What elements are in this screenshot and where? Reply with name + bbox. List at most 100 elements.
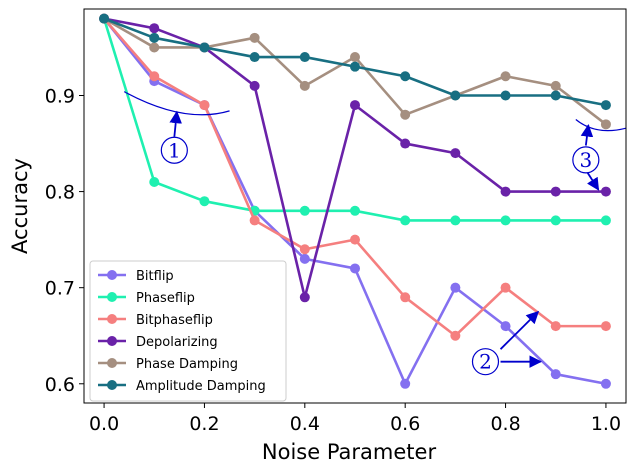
data-point [550,90,561,101]
annotation-2: 2 [471,310,542,376]
data-point [299,205,310,216]
annotation-arrow [586,171,600,191]
annotation-circle [160,136,188,164]
data-point [249,52,260,63]
data-point [350,205,360,216]
legend-entry: Phase Damping [98,357,238,372]
data-point [400,292,411,303]
data-point [600,215,611,226]
x-tick-label: 0.8 [490,413,520,435]
annotation-arc [123,91,230,116]
data-point [550,215,561,226]
data-point [450,330,461,341]
data-point [500,215,511,226]
legend-label: Bitflip [136,269,174,284]
data-point [500,71,511,82]
data-point [500,90,511,101]
annotation-arc [575,119,627,132]
x-tick-label: 0.6 [390,413,420,435]
legend-entry: Depolarizing [98,335,218,350]
x-tick-label: 1.0 [591,413,621,435]
data-point [299,253,310,264]
annotation-1: 1 [123,91,230,164]
data-point [299,244,310,255]
annotation-3: 3 [572,119,627,191]
data-point [299,80,310,91]
legend-swatch-marker [107,314,117,324]
data-point [450,215,461,226]
annotation-layer: 1 2 3 [123,91,627,376]
annotation-arrow [169,110,182,137]
legend-swatch-marker [107,292,117,302]
legend-label: Phaseflip [136,291,195,306]
data-point [99,13,110,24]
data-point [299,292,310,303]
legend-box [89,260,287,402]
plot-area [99,13,611,389]
data-point [600,321,611,332]
data-point [450,282,461,293]
legend-label: Amplitude Damping [136,379,266,394]
legend-swatch-marker [107,336,117,346]
data-point [550,186,561,197]
data-point [149,32,160,43]
data-point [550,369,561,380]
data-point [500,186,511,197]
data-point [199,100,210,111]
annotation-arrow [499,310,540,350]
annotation-label: 2 [479,350,492,374]
data-point [249,215,260,226]
data-point [149,42,160,53]
data-point [249,80,260,91]
data-point [450,148,461,159]
annotation-label: 3 [579,148,592,172]
series-5 [99,13,611,111]
series-4 [99,13,611,130]
legend-entry: Bitphaseflip [98,313,213,328]
plot-frame [83,8,627,404]
data-point [550,321,561,332]
data-point [600,100,611,111]
data-point [350,263,360,274]
annotation-circle [471,348,500,376]
data-point [149,71,160,82]
data-point [500,282,511,293]
data-point [450,90,461,101]
legend-label: Phase Damping [136,357,238,372]
data-point [350,100,360,111]
x-axis-title: Noise Parameter [262,440,437,464]
data-point [149,23,160,34]
data-point [550,80,561,91]
legend-entry: Amplitude Damping [98,379,266,394]
data-point [500,321,511,332]
legend-entry: Phaseflip [98,291,195,306]
legend-entry: Bitflip [98,269,174,284]
annotation-circle [572,146,600,174]
data-point [350,234,360,245]
y-tick-label: 0.7 [45,278,75,300]
data-point [600,378,611,389]
x-tick-label: 0.4 [290,413,320,435]
axes: 0.0 0.2 0.4 0.6 0.8 1.0 0.6 0.7 0.8 0.9 Noise Para… [8,8,627,464]
legend: Bitflip Phaseflip Bitphaseflip Depolarizing… [89,260,287,402]
y-tick-label: 0.8 [45,182,75,204]
annotation-arrow [580,124,594,146]
legend-swatch-marker [107,380,117,390]
data-point [350,61,360,72]
y-tick-label: 0.9 [45,85,75,107]
data-point [400,71,411,82]
data-point [199,42,210,53]
data-point [149,176,160,187]
data-point [350,52,360,63]
legend-label: Depolarizing [136,335,218,350]
data-point [600,119,611,130]
data-point [600,186,611,197]
legend-swatch-marker [107,270,117,280]
legend-swatch-marker [107,358,117,368]
data-point [400,138,411,149]
data-point [199,196,210,207]
data-point [249,32,260,43]
series-line [102,18,606,222]
legend-label: Bitphaseflip [136,313,213,328]
